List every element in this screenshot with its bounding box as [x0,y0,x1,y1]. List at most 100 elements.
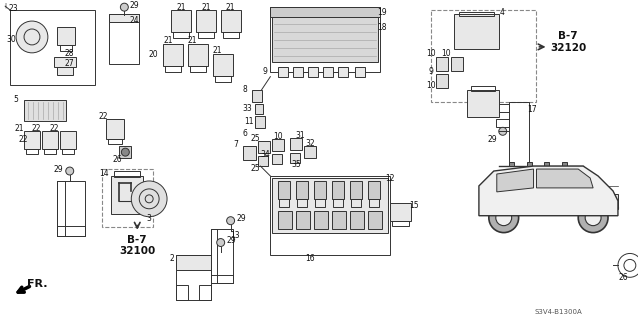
Bar [355,67,365,77]
Text: 23: 23 [8,4,18,13]
Bar [527,162,532,166]
Circle shape [217,239,225,246]
Bar [255,116,266,128]
Bar [57,226,84,236]
Bar [24,131,40,149]
Bar [215,76,230,82]
Text: 25: 25 [251,164,260,172]
Bar [176,285,188,300]
Circle shape [122,148,129,156]
Bar [115,171,140,177]
Bar [190,66,206,72]
Text: 8: 8 [242,85,247,94]
Text: 9: 9 [429,67,434,76]
Bar [196,10,216,32]
Text: 21: 21 [176,3,186,12]
Text: 11: 11 [244,117,253,126]
Bar [315,199,325,207]
Bar [221,10,241,32]
Text: 28: 28 [65,49,74,58]
Circle shape [131,181,167,217]
Bar [54,57,76,67]
Bar [223,32,239,38]
Text: B-7
32100: B-7 32100 [119,235,156,256]
Bar [176,255,211,300]
Bar [273,17,378,62]
Text: 19: 19 [377,8,387,17]
Bar [350,181,362,199]
Text: 5: 5 [13,95,19,104]
Bar [198,32,214,38]
Text: 29: 29 [227,236,236,245]
Bar [270,176,390,255]
Bar [545,162,549,166]
Bar [278,181,290,199]
Bar [548,194,568,206]
Text: 10: 10 [442,49,451,58]
Circle shape [578,203,608,233]
Text: 26: 26 [618,273,628,282]
Bar [496,119,509,127]
Bar [431,10,536,101]
Bar [171,10,191,32]
Bar [296,211,310,228]
Text: 35: 35 [291,160,301,169]
Text: 13: 13 [230,231,239,240]
Bar [338,67,348,77]
Bar [42,131,58,149]
Bar [24,100,66,121]
Text: 12: 12 [385,174,394,183]
Text: 29: 29 [54,164,63,173]
Polygon shape [479,166,618,216]
Bar [212,54,232,76]
Polygon shape [536,169,593,188]
Circle shape [227,217,235,225]
Text: 17: 17 [527,105,536,114]
Bar [165,66,181,72]
Text: S3V4-B1300A: S3V4-B1300A [534,309,582,315]
Bar [273,154,282,164]
Bar [273,139,284,151]
Bar [333,199,343,207]
Bar [57,67,73,75]
Text: 15: 15 [410,201,419,210]
Bar [108,139,122,144]
Bar [367,211,381,228]
Bar [323,67,333,77]
Bar [436,74,448,88]
Bar [111,176,143,214]
Bar [467,90,499,117]
Text: 29: 29 [129,1,139,10]
Bar [278,67,288,77]
Bar [243,146,257,160]
Bar [57,181,84,236]
Bar [278,211,292,228]
Bar [60,131,76,149]
Circle shape [16,21,48,53]
Bar [297,199,307,207]
Circle shape [120,3,129,11]
Bar [296,181,308,199]
Bar [102,169,153,227]
Text: 32: 32 [305,139,315,148]
Bar [211,275,232,283]
Bar [332,211,346,228]
Text: 22: 22 [18,135,28,144]
Bar [390,203,412,221]
Bar [10,10,95,84]
Bar [350,211,364,228]
Text: 31: 31 [295,131,305,140]
Bar [293,67,303,77]
Bar [173,32,189,38]
Text: 10: 10 [426,81,436,90]
Bar [290,153,300,163]
Text: 10: 10 [273,132,283,141]
Bar [109,14,140,22]
Text: 27: 27 [65,59,74,68]
Bar [573,194,585,202]
Text: 3: 3 [147,214,152,223]
Text: 29: 29 [237,214,246,223]
Text: 4: 4 [499,8,504,17]
Text: 34: 34 [260,150,270,159]
Bar [60,45,72,51]
